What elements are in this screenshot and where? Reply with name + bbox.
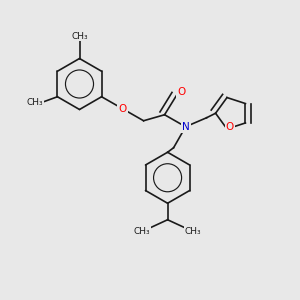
Text: O: O	[226, 122, 234, 132]
Text: CH₃: CH₃	[71, 32, 88, 40]
Text: CH₃: CH₃	[27, 98, 43, 107]
Text: CH₃: CH₃	[185, 227, 201, 236]
Text: O: O	[118, 104, 127, 114]
Text: O: O	[177, 87, 185, 97]
Text: CH₃: CH₃	[134, 227, 150, 236]
Text: N: N	[182, 122, 190, 132]
